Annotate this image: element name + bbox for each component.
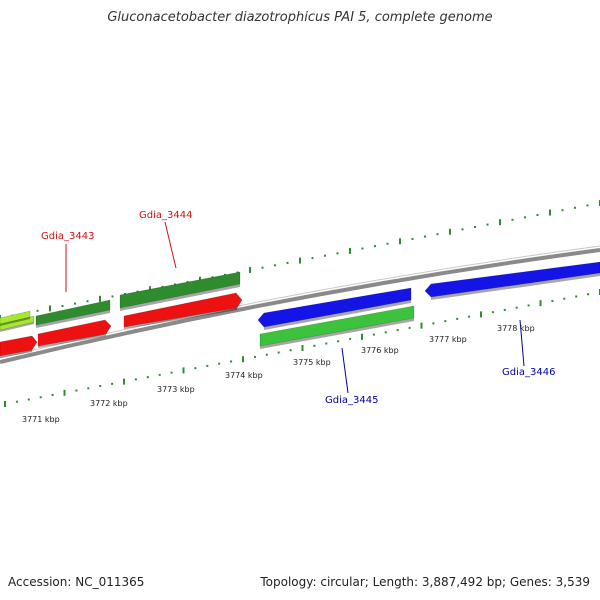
inner-tick-track — [4, 289, 600, 407]
gene-label-gdia-3443[interactable]: Gdia_3443 — [41, 231, 94, 242]
callout-line — [341, 347, 349, 394]
gene-arrow-shadow — [0, 350, 32, 358]
gene-arrow — [424, 261, 600, 298]
scale-label: 3778 kbp — [497, 324, 535, 333]
gene-label-gdia-3446[interactable]: Gdia_3446 — [502, 367, 555, 378]
scale-label: 3773 kbp — [157, 385, 195, 394]
gene-arrow — [0, 335, 38, 357]
map-title: Gluconacetobacter diazotrophicus PAI 5, … — [107, 10, 493, 25]
callout-line — [519, 319, 525, 367]
scale-label: 3776 kbp — [361, 346, 399, 355]
gene-arrow — [259, 305, 415, 347]
gene-arrow — [0, 310, 31, 325]
gene-arrow-shadow — [431, 273, 600, 300]
callout-line — [164, 221, 177, 269]
gene-arrow-shadow — [124, 308, 237, 329]
scale-labels: 3771 kbp 3772 kbp 3773 kbp 3774 kbp 3775… — [22, 324, 535, 424]
gene-arrow — [35, 299, 111, 326]
outer-tick-track — [0, 200, 600, 321]
scale-label: 3771 kbp — [22, 415, 60, 424]
gene-arrow-shadow — [0, 322, 34, 332]
backbone-highlight — [0, 245, 600, 359]
gene-callouts — [65, 221, 525, 394]
gene-arrow-shadow — [36, 310, 110, 328]
gene-arrow — [123, 292, 243, 328]
gene-arrow — [257, 287, 412, 328]
gene-arrow-shadow — [260, 318, 414, 349]
gene-arrow — [119, 271, 241, 309]
gene-arrow-shadow — [38, 334, 106, 348]
scale-label: 3775 kbp — [293, 358, 331, 367]
gene-labels: Gdia_3443 Gdia_3444 Gdia_3445 Gdia_3446 — [41, 210, 555, 406]
gene-label-gdia-3445[interactable]: Gdia_3445 — [325, 395, 378, 406]
gene-arrow-shadow — [264, 300, 411, 330]
accession-text: Accession: NC_011365 — [8, 575, 145, 589]
feature-track — [0, 261, 600, 358]
gene-arrow-shadow — [120, 284, 240, 311]
scale-label: 3777 kbp — [429, 335, 467, 344]
gene-label-gdia-3444[interactable]: Gdia_3444 — [139, 210, 192, 221]
genome-backbone — [0, 245, 600, 364]
scale-label: 3774 kbp — [225, 371, 263, 380]
backbone-line — [0, 248, 600, 364]
gene-arrow-shadow — [0, 317, 30, 326]
gene-arrow — [37, 319, 112, 347]
scale-label: 3772 kbp — [90, 399, 128, 408]
genome-summary-text: Topology: circular; Length: 3,887,492 bp… — [260, 575, 590, 589]
